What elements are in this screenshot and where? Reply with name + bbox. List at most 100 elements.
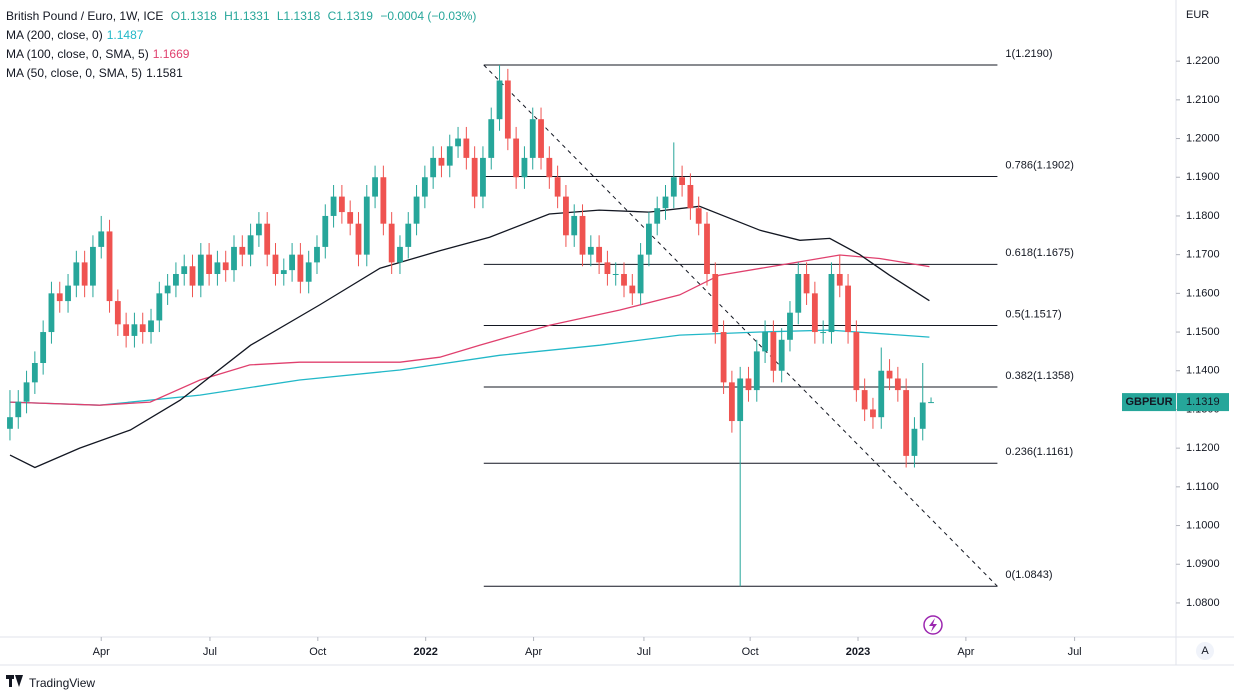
- candle-body: [886, 370, 893, 379]
- legend-value: 1.1669: [152, 47, 190, 61]
- candle-body: [878, 370, 885, 418]
- candle-body: [139, 324, 146, 333]
- candle-body: [156, 293, 163, 321]
- candle-body: [148, 320, 154, 333]
- x-tick-label: Oct: [742, 646, 759, 658]
- candle-body: [338, 196, 345, 213]
- candle-body: [903, 390, 910, 456]
- fib-trendline: [483, 64, 998, 587]
- candle-body: [787, 312, 793, 340]
- candle-body: [513, 138, 520, 178]
- fib-label: 0.618(1.1675): [1005, 247, 1074, 259]
- candle-body: [305, 262, 312, 282]
- legend-name: MA (200, close, 0): [6, 28, 103, 42]
- brand-logo: [6, 675, 23, 687]
- legend-name: MA (50, close, 0, SMA, 5): [6, 66, 143, 80]
- candle-body: [571, 215, 578, 236]
- candle-body: [488, 119, 495, 158]
- candle-body: [870, 409, 876, 418]
- candle-body: [23, 382, 30, 402]
- candle-body: [363, 196, 370, 255]
- candle-body: [330, 196, 337, 216]
- candle-body: [911, 428, 918, 456]
- candle-body: [421, 177, 428, 197]
- y-axis-label: EUR: [1186, 9, 1209, 21]
- legend-row: MA (50, close, 0, SMA, 5) 1.1581: [6, 64, 480, 83]
- candle-body: [637, 254, 644, 294]
- candle-body: [7, 417, 13, 429]
- y-tick-label: 1.1200: [1186, 442, 1220, 454]
- candle-body: [314, 246, 320, 263]
- candle-body: [795, 273, 802, 313]
- y-tick-label: 1.1000: [1186, 519, 1220, 531]
- ohlc-label: O1.1318: [170, 9, 217, 23]
- candle-body: [48, 293, 55, 333]
- candle-body: [820, 332, 827, 334]
- candle-body: [114, 301, 121, 325]
- fib-label: 0.786(1.1902): [1005, 159, 1074, 171]
- y-tick-label: 1.1100: [1186, 481, 1219, 493]
- candle-body: [803, 273, 810, 294]
- candle-body: [928, 402, 934, 404]
- symbol-label: GBPEUR: [1125, 396, 1172, 408]
- candle-body: [131, 324, 138, 336]
- legend-row: British Pound / Euro, 1W, ICE O1.1318 H1…: [6, 7, 480, 26]
- x-tick-label: 2022: [413, 646, 437, 658]
- candle-body: [413, 196, 420, 224]
- ohlc-label: L1.1318: [276, 9, 321, 23]
- legend-row: MA (100, close, 0, SMA, 5) 1.1669: [6, 45, 480, 64]
- candle-body: [554, 177, 561, 197]
- ma-line: [9, 254, 930, 406]
- legend: British Pound / Euro, 1W, ICE O1.1318 H1…: [6, 7, 480, 83]
- candle-body: [894, 378, 901, 391]
- ma-line: [9, 205, 930, 469]
- candle-body: [604, 262, 611, 274]
- candle-body: [845, 285, 851, 333]
- candle-body: [563, 196, 569, 236]
- candle-body: [322, 215, 329, 247]
- symbol-badge: [1122, 393, 1176, 412]
- events-icon-bolt: [929, 618, 937, 632]
- x-tick-label: Apr: [525, 646, 542, 658]
- candle-body: [372, 177, 378, 197]
- change-label: −0.0004 (−0.03%): [380, 9, 477, 23]
- candle-body: [206, 254, 213, 274]
- candle-body: [56, 293, 63, 302]
- y-tick-label: 1.2200: [1186, 55, 1220, 67]
- candle-body: [480, 157, 486, 197]
- candle-body: [347, 212, 354, 224]
- candle-body: [836, 273, 843, 286]
- scale-button-label[interactable]: A: [1201, 645, 1209, 657]
- candle-body: [164, 285, 171, 294]
- candle-body: [687, 184, 694, 209]
- candle-body: [679, 177, 686, 185]
- candle-body: [239, 246, 246, 255]
- candle-body: [762, 332, 768, 352]
- candle-body: [919, 402, 926, 429]
- candle-body: [629, 285, 636, 294]
- ma-line: [9, 329, 930, 406]
- scale-button[interactable]: [1196, 642, 1214, 660]
- price-badge: [1177, 393, 1229, 412]
- candle-body: [446, 146, 453, 166]
- candle-body: [81, 262, 88, 286]
- candle-body: [355, 223, 362, 255]
- candle-body: [280, 270, 287, 274]
- candle-body: [90, 246, 96, 286]
- candle-body: [745, 378, 752, 391]
- candle-body: [695, 208, 702, 224]
- fib-label: 0.382(1.1358): [1005, 370, 1074, 382]
- candle-body: [197, 254, 204, 286]
- candle-body: [504, 80, 511, 139]
- y-tick-label: 1.1600: [1186, 287, 1220, 299]
- fib-label: 0.236(1.1161): [1005, 446, 1073, 458]
- candle-body: [405, 223, 412, 247]
- candle-body: [455, 138, 461, 147]
- candle-body: [430, 157, 437, 178]
- candle-body: [65, 285, 71, 302]
- candle-body: [40, 332, 47, 364]
- x-tick-label: Jul: [1068, 646, 1082, 658]
